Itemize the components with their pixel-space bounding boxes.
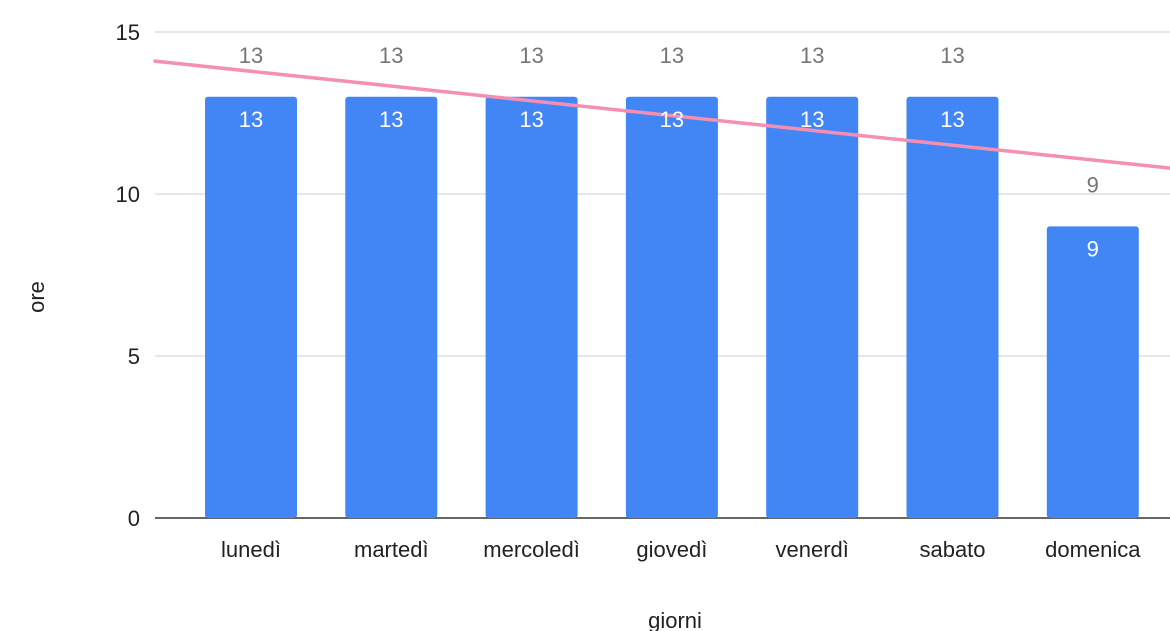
x-tick-label: lunedì bbox=[221, 537, 281, 562]
data-label-outside: 13 bbox=[239, 43, 263, 68]
data-label-inside: 13 bbox=[800, 107, 824, 132]
data-label-outside: 13 bbox=[800, 43, 824, 68]
x-axis-title: giorni bbox=[648, 608, 702, 631]
data-label-inside: 13 bbox=[519, 107, 543, 132]
y-axis-ticks: 0 5 10 15 bbox=[116, 20, 140, 531]
data-label-inside: 13 bbox=[940, 107, 964, 132]
bar bbox=[345, 96, 438, 519]
data-label-inside: 13 bbox=[379, 107, 403, 132]
data-label-inside: 13 bbox=[239, 107, 263, 132]
x-tick-label: giovedì bbox=[636, 537, 707, 562]
data-label-outside: 13 bbox=[660, 43, 684, 68]
x-axis-categories: lunedì martedì mercoledì giovedì venerdì saba… bbox=[221, 537, 1141, 562]
bar bbox=[766, 96, 859, 519]
x-tick-label: sabato bbox=[919, 537, 985, 562]
y-tick-label: 5 bbox=[128, 344, 140, 369]
data-label-outside: 13 bbox=[519, 43, 543, 68]
data-label-inside: 9 bbox=[1087, 236, 1099, 261]
x-tick-label: martedì bbox=[354, 537, 429, 562]
y-axis-title: ore bbox=[24, 281, 49, 313]
bar bbox=[625, 96, 718, 519]
bar bbox=[485, 96, 578, 519]
data-label-inside: 13 bbox=[660, 107, 684, 132]
data-label-outside: 13 bbox=[940, 43, 964, 68]
x-tick-label: mercoledì bbox=[483, 537, 580, 562]
trendline bbox=[153, 59, 1170, 170]
data-label-outside: 9 bbox=[1087, 172, 1099, 197]
data-label-outside: 13 bbox=[379, 43, 403, 68]
y-tick-label: 15 bbox=[116, 20, 140, 45]
bar bbox=[1046, 226, 1139, 518]
x-tick-label: venerdì bbox=[776, 537, 849, 562]
bar bbox=[205, 96, 297, 519]
data-labels: 13 13 13 13 13 13 13 13 13 13 13 13 9 9 bbox=[239, 43, 1099, 262]
x-tick-label: domenica bbox=[1045, 537, 1141, 562]
y-tick-label: 0 bbox=[128, 506, 140, 531]
bar bbox=[906, 96, 999, 519]
y-tick-label: 10 bbox=[116, 182, 140, 207]
bars bbox=[205, 96, 1139, 519]
trendline-layer bbox=[153, 59, 1170, 170]
